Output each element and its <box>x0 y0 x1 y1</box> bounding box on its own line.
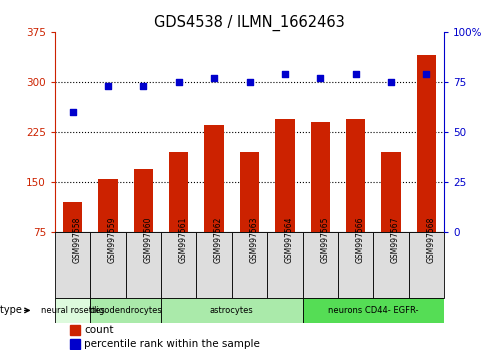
Point <box>246 79 253 85</box>
Bar <box>205 125 224 282</box>
Bar <box>346 119 365 282</box>
Text: cell type: cell type <box>0 306 22 315</box>
Bar <box>409 232 444 298</box>
Text: GSM997561: GSM997561 <box>179 217 188 263</box>
Bar <box>169 152 189 282</box>
Text: astrocytes: astrocytes <box>210 306 253 315</box>
Text: neurons CD44- EGFR-: neurons CD44- EGFR- <box>328 306 419 315</box>
Text: percentile rank within the sample: percentile rank within the sample <box>84 339 260 349</box>
Text: GSM997565: GSM997565 <box>320 217 329 263</box>
Point <box>210 75 218 81</box>
Bar <box>90 232 126 298</box>
Point <box>387 79 395 85</box>
Bar <box>161 298 302 323</box>
Bar <box>126 232 161 298</box>
Bar <box>381 152 401 282</box>
Point <box>281 71 289 77</box>
Bar <box>373 232 409 298</box>
Bar <box>417 55 436 282</box>
Bar <box>70 339 80 349</box>
Bar <box>232 232 267 298</box>
Bar <box>161 232 197 298</box>
Text: GSM997568: GSM997568 <box>427 217 436 263</box>
Bar <box>240 152 259 282</box>
Bar <box>70 325 80 336</box>
Point <box>175 79 183 85</box>
Point <box>104 83 112 89</box>
Text: GSM997567: GSM997567 <box>391 217 400 263</box>
Title: GDS4538 / ILMN_1662463: GDS4538 / ILMN_1662463 <box>154 14 345 30</box>
Text: GSM997563: GSM997563 <box>250 217 258 263</box>
Point <box>139 83 147 89</box>
Bar <box>338 232 373 298</box>
Text: GSM997560: GSM997560 <box>143 217 152 263</box>
Bar <box>310 122 330 282</box>
Text: neural rosettes: neural rosettes <box>40 306 104 315</box>
Bar <box>63 202 82 282</box>
Text: GSM997559: GSM997559 <box>108 217 117 263</box>
Text: GSM997564: GSM997564 <box>285 217 294 263</box>
Point <box>423 71 431 77</box>
Bar <box>134 169 153 282</box>
Bar <box>302 232 338 298</box>
Text: GSM997566: GSM997566 <box>356 217 365 263</box>
Point <box>352 71 360 77</box>
Bar <box>267 232 302 298</box>
Text: GSM997558: GSM997558 <box>72 217 81 263</box>
Text: GSM997562: GSM997562 <box>214 217 223 263</box>
Bar <box>302 298 444 323</box>
Bar <box>55 232 90 298</box>
Point <box>316 75 324 81</box>
Text: oligodendrocytes: oligodendrocytes <box>89 306 162 315</box>
Bar <box>98 179 118 282</box>
Bar <box>55 298 90 323</box>
Bar <box>90 298 161 323</box>
Bar <box>197 232 232 298</box>
Bar <box>275 119 294 282</box>
Text: count: count <box>84 325 114 335</box>
Point <box>68 109 76 115</box>
